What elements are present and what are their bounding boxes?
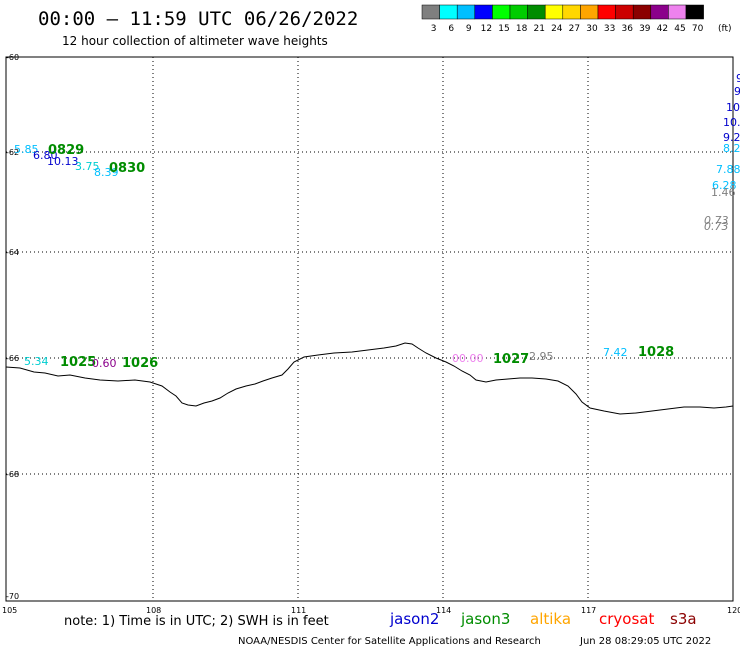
color-swatch <box>492 4 511 20</box>
color-scale-legend: 3 6 9 12 15 18 21 24 27 30 33 36 39 42 45 70 (ft) <box>421 4 732 34</box>
color-swatch <box>509 4 528 20</box>
legend-tick-label: 3 <box>431 24 437 34</box>
x-tick-label: 117 <box>581 606 596 615</box>
units-note: note: 1) Time is in UTC; 2) SWH is in fe… <box>64 614 329 629</box>
pass-time-label: 1028 <box>638 345 674 360</box>
swh-label: 2.95 <box>529 350 554 363</box>
observations-right-edge: 9 9 10. 10. 9.2 8.2 7.88 6.28 1.46 0.73 … <box>704 72 740 233</box>
color-swatch <box>562 4 581 20</box>
satellite-name: s3a <box>670 610 697 628</box>
legend-tick-label: 18 <box>516 24 528 34</box>
map-title: 00:00 – 11:59 UTC 06/26/2022 <box>38 8 358 30</box>
y-tick-label: -60 <box>6 53 19 62</box>
y-tick-label: -64 <box>6 248 19 257</box>
swh-label: 0.73 <box>704 214 729 227</box>
pass-time-label: 1025 <box>60 355 96 370</box>
legend-tick-label: 21 <box>533 24 544 34</box>
color-swatch <box>615 4 634 20</box>
map-subtitle: 12 hour collection of altimeter wave hei… <box>62 34 328 48</box>
swh-label: 5.85 <box>14 143 39 156</box>
swh-label: 8.2 <box>723 142 740 155</box>
pass-time-label: 1026 <box>122 356 158 371</box>
swh-label: 6.80 <box>33 149 58 162</box>
legend-tick-label: 12 <box>481 24 492 34</box>
color-swatch <box>439 4 458 20</box>
y-axis-labels: -60 -62 -64 -66 -68 -70 <box>6 53 19 601</box>
swh-label: 10. <box>723 116 740 129</box>
map-frame <box>5 56 734 602</box>
swh-label: 1.46 <box>711 186 736 199</box>
pass-time-label: 0830 <box>109 161 145 176</box>
y-tick-label: -66 <box>6 354 19 363</box>
swh-label: 9.2 <box>723 131 740 144</box>
color-swatch <box>668 4 687 20</box>
satellite-name: altika <box>530 610 571 628</box>
color-swatch <box>597 4 616 20</box>
observations-coast-cluster: 5.34 1025 0.60 1026 00.00 1027 2.95 7.42… <box>24 345 674 371</box>
color-swatch <box>474 4 493 20</box>
legend-tick-label: 6 <box>448 24 454 34</box>
antarctic-coastline <box>5 342 734 415</box>
x-tick-label: 120 <box>727 606 740 615</box>
legend-tick-label: 36 <box>621 24 633 34</box>
x-tick-label: 114 <box>436 606 451 615</box>
swh-label: 10.13 <box>47 155 79 168</box>
legend-tick-label: 42 <box>657 24 668 34</box>
legend-tick-label: 45 <box>674 24 685 34</box>
swh-label: 9 <box>734 85 740 98</box>
pass-time-label: 0829 <box>48 143 84 158</box>
graticule <box>6 57 733 601</box>
swh-label: 0.73 <box>704 220 729 233</box>
swh-label: 3.75 <box>75 160 100 173</box>
y-tick-label: -62 <box>6 148 19 157</box>
color-swatch <box>632 4 652 20</box>
color-swatch <box>544 4 564 20</box>
legend-tick-label: 9 <box>466 24 472 34</box>
legend-tick-label: 33 <box>604 24 615 34</box>
color-swatch <box>650 4 669 20</box>
legend-tick-label: 27 <box>569 24 580 34</box>
color-swatch <box>685 4 704 20</box>
swh-label: 5.34 <box>24 355 49 368</box>
satellite-key: jason2 jason3 altika cryosat s3a <box>389 610 697 628</box>
satellite-name: jason2 <box>389 610 439 628</box>
observations-left-cluster: 5.85 6.80 0829 10.13 3.75 8.39 0830 <box>14 143 145 179</box>
credit-line: NOAA/NESDIS Center for Satellite Applica… <box>238 636 541 647</box>
x-tick-label: 111 <box>291 606 306 615</box>
legend-tick-label: 24 <box>551 24 563 34</box>
x-tick-label: 108 <box>146 606 161 615</box>
swh-label: 10. <box>726 101 740 114</box>
legend-unit-label: (ft) <box>718 24 732 34</box>
legend-tick-label: 70 <box>692 24 704 34</box>
legend-tick-label: 30 <box>586 24 598 34</box>
y-tick-label: -68 <box>6 470 19 479</box>
x-tick-label: 105 <box>2 606 17 615</box>
color-swatch <box>456 4 476 20</box>
color-swatch <box>421 4 440 20</box>
swh-label: 7.42 <box>603 346 628 359</box>
legend-tick-label: 39 <box>639 24 651 34</box>
satellite-name: cryosat <box>599 610 654 628</box>
satellite-name: jason3 <box>460 610 510 628</box>
color-swatch <box>580 4 599 20</box>
y-tick-label: -70 <box>6 592 19 601</box>
swh-label: 00.00 <box>452 352 484 365</box>
legend-tick-label: 15 <box>498 24 509 34</box>
swh-label: 7.88 <box>716 163 740 176</box>
swh-label: 9 <box>736 72 740 85</box>
swh-label: 8.39 <box>94 166 119 179</box>
pass-time-label: 1027 <box>493 352 529 367</box>
x-axis-labels: 105 108 111 114 117 120 <box>2 606 740 615</box>
color-swatch <box>527 4 546 20</box>
swh-label: 0.60 <box>92 357 117 370</box>
generated-timestamp: Jun 28 08:29:05 UTC 2022 <box>579 636 711 647</box>
swh-label: 6.28 <box>712 179 737 192</box>
